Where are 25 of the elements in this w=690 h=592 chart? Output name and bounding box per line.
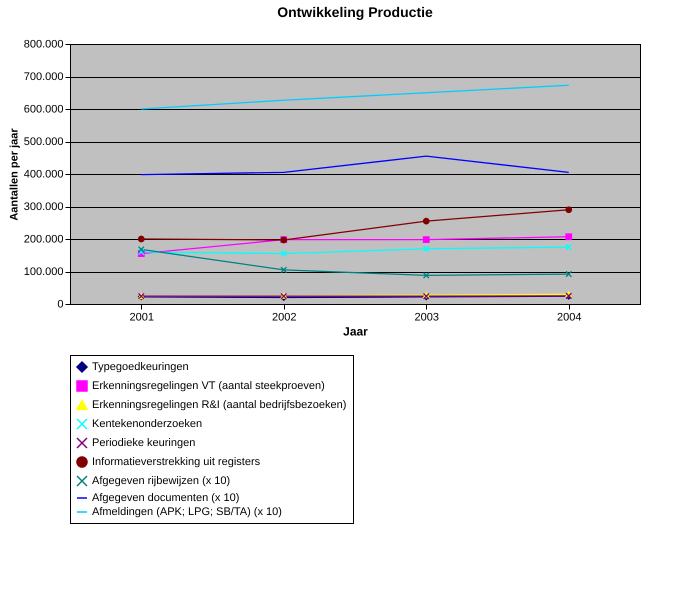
y-tick-label: 200.000	[24, 234, 64, 246]
legend-label: Erkenningsregelingen R&I (aantal bedrijfsbezoeken)	[92, 399, 346, 411]
legend-label: Erkenningsregelingen VT (aantal steekproeven)	[92, 380, 325, 392]
chart-title: Ontwikkeling Productie	[277, 4, 433, 20]
y-tick-label: 600.000	[24, 104, 64, 116]
y-axis-title: Aantallen per jaar	[8, 128, 21, 221]
y-tick-label: 400.000	[24, 168, 64, 180]
y-tick-label: 700.000	[24, 71, 64, 83]
y-tick-label: 800.000	[24, 38, 64, 50]
x-tick-label: 2001	[130, 312, 154, 324]
x-axis-title: Jaar	[343, 324, 368, 338]
x-tick-label: 2003	[414, 312, 439, 324]
y-tick-label: 0	[57, 298, 64, 310]
legend-label: Afmeldingen (APK; LPG; SB/TA) (x 10)	[92, 506, 282, 518]
legend-label: Informatieverstrekking uit registers	[92, 456, 261, 468]
legend-label: Afgegeven rijbewijzen (x 10)	[92, 475, 230, 487]
x-tick-label: 2002	[272, 312, 296, 324]
legend-label: Periodieke keuringen	[92, 437, 196, 449]
y-tick-label: 300.000	[24, 201, 64, 213]
y-tick-label: 100.000	[24, 266, 64, 278]
legend-label: Typegoedkeuringen	[92, 361, 189, 373]
legend-label: Afgegeven documenten (x 10)	[92, 492, 240, 504]
x-tick-label: 2004	[557, 312, 582, 324]
y-tick-label: 500.000	[24, 136, 64, 148]
legend-label: Kentekenonderzoeken	[92, 418, 202, 430]
